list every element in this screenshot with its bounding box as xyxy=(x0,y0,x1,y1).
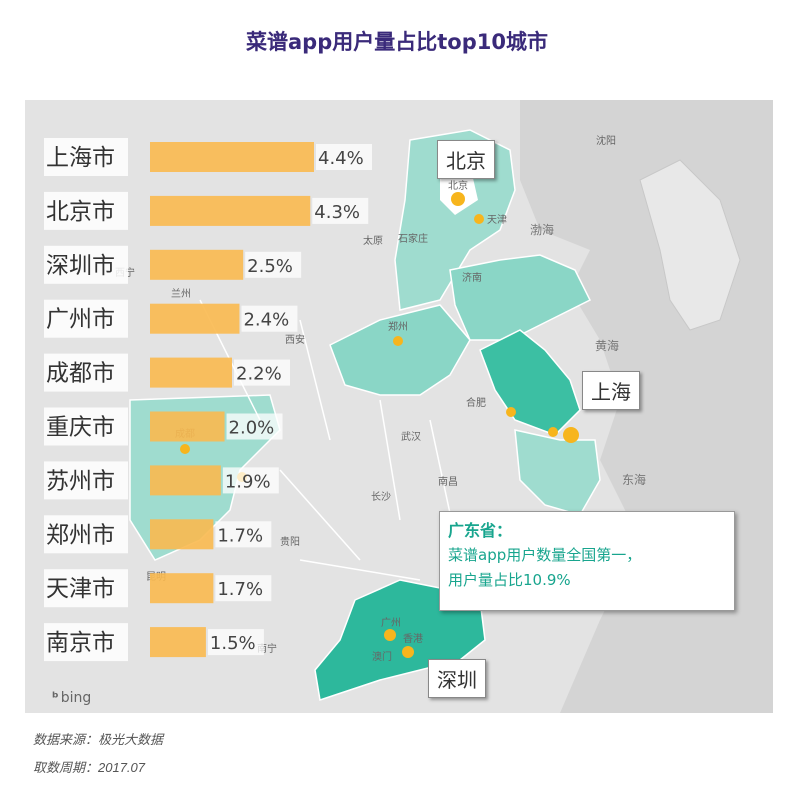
info-heading: 广东省： xyxy=(448,521,513,540)
map-label-donghai: 东海 xyxy=(622,472,646,487)
map-label-shijiazhuang: 石家庄 xyxy=(398,232,428,245)
bar xyxy=(150,142,314,172)
value-label-bg xyxy=(316,144,372,170)
value-label: 4.4% xyxy=(318,148,364,169)
value-label-bg xyxy=(207,629,264,656)
map-label-wuhan: 武汉 xyxy=(401,430,421,443)
bar xyxy=(150,519,214,550)
map-label-changsha: 长沙 xyxy=(371,491,391,503)
callout-shanghai: 上海 xyxy=(582,371,640,410)
callout-beijing: 北京 xyxy=(437,140,495,179)
map-label-guangzhou: 广州 xyxy=(381,617,401,629)
bar xyxy=(150,411,225,442)
map-label-xian: 西安 xyxy=(285,333,305,346)
guangdong-info-box: 广东省： 菜谱app用户数量全国第一， 用户量占比10.9% xyxy=(439,511,735,611)
value-label: 1.5% xyxy=(210,633,256,654)
bar xyxy=(150,303,240,334)
map-label-tianjin: 天津 xyxy=(487,214,507,226)
category-label-bg xyxy=(44,515,128,554)
footer-period: 取数周期：2017.07 xyxy=(33,760,145,775)
category-label-bg xyxy=(44,245,128,284)
region-shandong xyxy=(449,254,592,341)
value-label: 2.4% xyxy=(243,310,289,331)
category-label-bg xyxy=(44,569,128,608)
bar xyxy=(150,465,221,496)
bar xyxy=(150,357,232,388)
bar xyxy=(150,249,244,280)
city-dot-shanghai xyxy=(563,427,579,443)
info-line-2: 用户量占比10.9% xyxy=(448,571,571,589)
category-label-bg xyxy=(44,299,128,338)
value-label: 4.3% xyxy=(314,202,360,223)
chart-title: 菜谱app用户量占比top10城市 xyxy=(246,30,548,54)
map-label-taiyuan: 太原 xyxy=(363,234,383,247)
map-label-beijing: 北京 xyxy=(448,179,468,192)
city-dot-chengdu xyxy=(180,444,190,454)
bar xyxy=(150,627,206,658)
map-label-xianggang: 香港 xyxy=(403,633,423,645)
value-label-bg xyxy=(222,467,279,494)
city-dot-suzhou xyxy=(548,427,558,437)
city-dot-nanjing xyxy=(506,407,516,417)
category-label-bg xyxy=(44,191,128,230)
category-label-bg xyxy=(44,353,128,392)
category-label: 苏州市 xyxy=(46,468,115,494)
category-label-bg xyxy=(44,138,128,176)
category-label-bg xyxy=(44,407,128,446)
value-label: 2.5% xyxy=(247,256,293,277)
value-label: 2.0% xyxy=(229,418,275,439)
footer-source: 数据来源：极光大数据 xyxy=(33,732,164,747)
callout-shenzhen: 深圳 xyxy=(428,659,486,698)
value-label: 2.2% xyxy=(236,364,282,385)
city-dot-zhengzhou xyxy=(393,336,403,346)
value-label-bg xyxy=(215,521,272,548)
value-label: 1.9% xyxy=(225,471,271,492)
map-label-lanzhou: 兰州 xyxy=(171,287,191,300)
region-henan xyxy=(329,304,471,396)
value-label-bg xyxy=(226,413,283,440)
category-label: 上海市 xyxy=(46,145,115,171)
korea-landmass xyxy=(639,159,741,331)
map-label-huanghai: 黄海 xyxy=(595,338,619,353)
city-dot-shenzhen xyxy=(402,646,414,658)
value-label-bg xyxy=(245,251,302,278)
map-label-zhengzhou: 郑州 xyxy=(388,320,408,333)
bar xyxy=(150,573,214,604)
bing-text: bing xyxy=(60,690,92,706)
value-label: 1.7% xyxy=(217,525,263,546)
map-label-hefei: 合肥 xyxy=(466,396,486,409)
value-label-bg xyxy=(241,305,298,332)
bar xyxy=(150,195,311,226)
value-label-bg xyxy=(234,359,290,386)
category-label-bg xyxy=(44,623,128,662)
info-line-1: 菜谱app用户数量全国第一， xyxy=(448,546,642,564)
category-label: 天津市 xyxy=(46,576,115,602)
category-label: 成都市 xyxy=(46,361,115,387)
category-label: 郑州市 xyxy=(46,522,115,548)
value-label-bg xyxy=(312,197,369,224)
map-label-guiyang: 贵阳 xyxy=(280,535,300,548)
category-label: 广州市 xyxy=(46,307,115,333)
city-dot-tianjin xyxy=(474,214,484,224)
map-label-aomen: 澳门 xyxy=(372,650,392,663)
bing-logo-icon: ᵇ xyxy=(52,690,59,706)
region-jiangsu xyxy=(479,329,581,436)
city-dot-guangzhou xyxy=(384,629,396,641)
map-label-shenyang: 沈阳 xyxy=(596,134,616,147)
category-label: 北京市 xyxy=(46,199,115,225)
value-label-bg xyxy=(215,575,272,602)
category-label: 重庆市 xyxy=(46,415,115,441)
map-label-bohai: 渤海 xyxy=(530,222,554,237)
value-label: 1.7% xyxy=(217,579,263,600)
category-label-bg xyxy=(44,461,128,500)
bing-attribution: ᵇ bing xyxy=(52,690,91,706)
city-dot-beijing xyxy=(451,192,465,206)
category-label: 深圳市 xyxy=(46,253,115,279)
map-label-nanchang: 南昌 xyxy=(438,475,458,488)
category-label: 南京市 xyxy=(46,630,115,656)
map-label-jinan: 济南 xyxy=(462,271,482,284)
